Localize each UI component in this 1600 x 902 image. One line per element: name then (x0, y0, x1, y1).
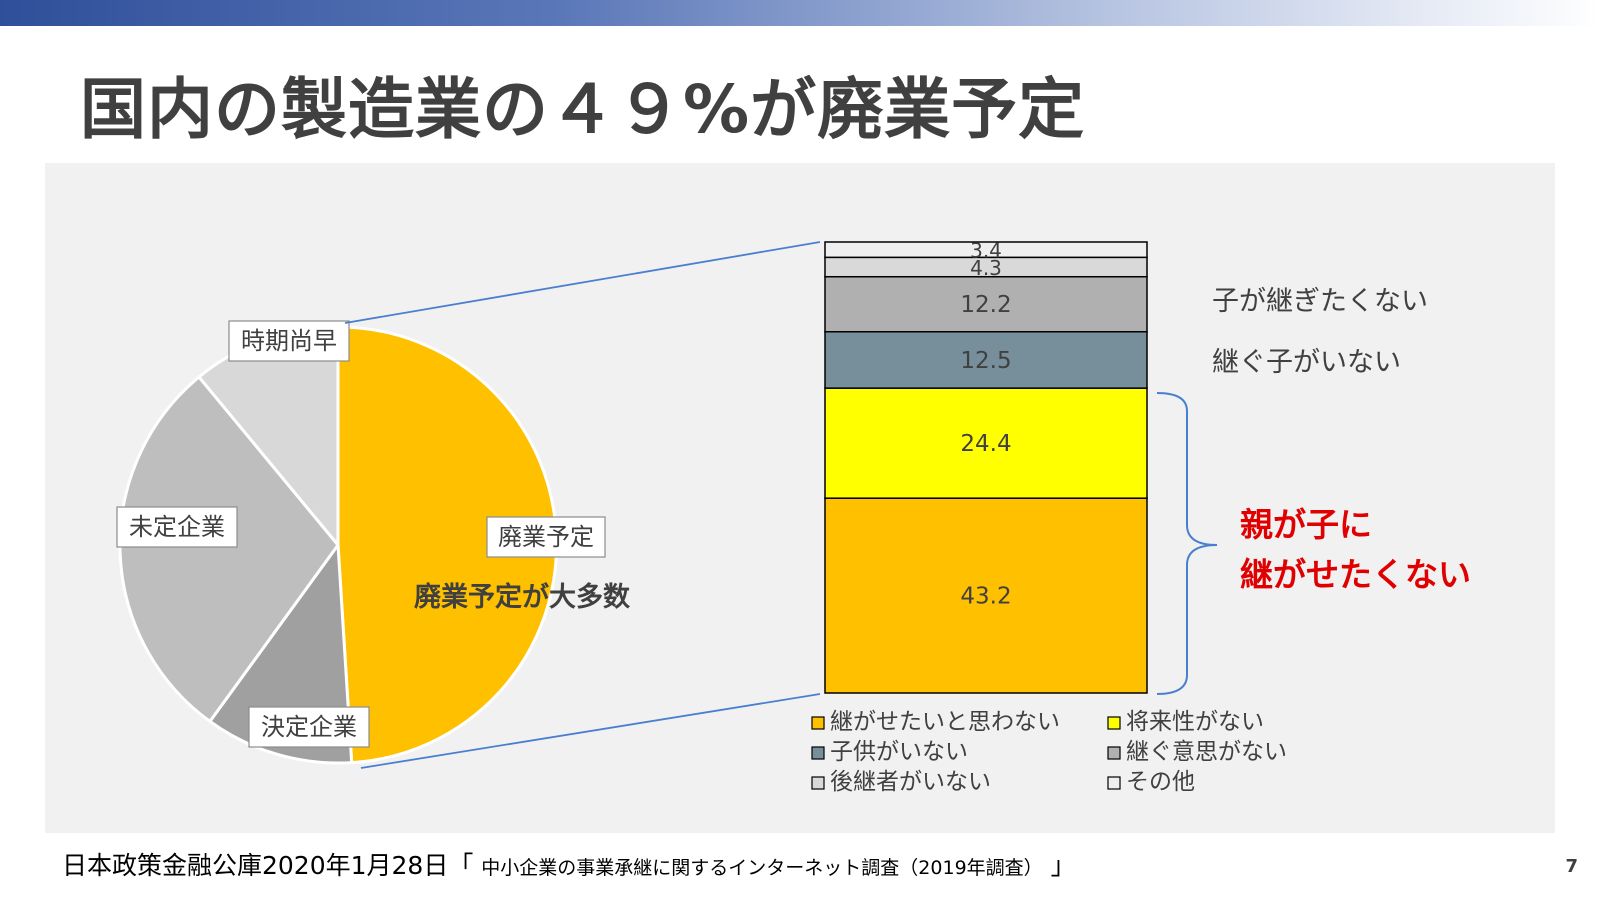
bar-segment-sonota (824, 241, 1148, 259)
connector-line-top (344, 241, 821, 324)
side-label-no-successor-child: 継ぐ子がいない (1212, 347, 1401, 378)
source-close-bracket: 」 (1050, 851, 1076, 880)
legend-swatch-kodomo-ga-inai (811, 746, 825, 760)
page-title: 国内の製造業の４９%が廃業予定 (80, 71, 1086, 148)
legend-label-koukeisha-ga-inai: 後継者がいない (830, 769, 991, 795)
pie-label-box-haigyo-yotei (486, 516, 606, 558)
legend-swatch-shoraisei-ga-nai (1107, 716, 1121, 730)
brace-label-line1: 親が子に (1240, 505, 1372, 544)
source-publisher: 日本政策金融公庫2020年1月28日「 (62, 851, 474, 880)
pie-label-jiki-shoso: 時期尚早 (241, 327, 337, 355)
chart-panel: 廃業予定決定企業 未定企業 時期尚早廃業予定が大多数 43.2 24.4 12.5 12.2… (45, 163, 1555, 833)
pie-label-haigyo-yotei: 廃業予定 (498, 523, 594, 551)
pie-label-kettei-kigyo: 決定企業 (261, 713, 357, 741)
bar-value-kodomo-ga-inai: 12.5 (960, 348, 1011, 374)
legend-swatch-tsugasetai-to-omowanai (811, 716, 825, 730)
pie-label-box-jiki-shoso (228, 320, 350, 362)
bar-segment-kodomo-ga-inai (824, 330, 1148, 389)
legend-label-shoraisei-ga-nai: 将来性がない (1126, 709, 1264, 735)
brace-bracket (1156, 392, 1218, 695)
legend-label-tsugu-ishi-ga-nai: 継ぐ意思がない (1126, 739, 1287, 765)
pie-label-mitei-kigyo: 未定企業 (129, 513, 225, 541)
source-survey-title: 中小企業の事業承継に関するインターネット調査（2019年調査） (481, 857, 1043, 879)
bar-segment-tsugu-ishi-ga-nai (824, 275, 1148, 333)
bar-value-koukeisha-ga-inai: 4.3 (970, 256, 1002, 280)
legend-swatch-koukeisha-ga-inai (811, 776, 825, 790)
bar-value-shoraisei-ga-nai: 24.4 (960, 431, 1011, 457)
bar-segment-shoraisei-ga-nai (824, 387, 1148, 499)
side-label-kids-unwilling: 子が継ぎたくない (1212, 286, 1428, 317)
pie-annotation: 廃業予定が大多数 (414, 581, 631, 613)
bar-value-sonota: 3.4 (970, 239, 1002, 263)
source-citation: 日本政策金融公庫2020年1月28日「 中小企業の事業承継に関するインターネット… (62, 846, 1076, 882)
pie-slice-mitei-kigyo (118, 374, 340, 724)
legend-swatch-tsugu-ishi-ga-nai (1107, 746, 1121, 760)
connector-line-bottom (360, 693, 821, 769)
bar-value-tsugu-ishi-ga-nai: 12.2 (960, 292, 1011, 318)
brace-label-line2: 継がせたくない (1240, 555, 1471, 594)
legend-label-tsugasetai-to-omowanai: 継がせたいと思わない (830, 709, 1060, 735)
top-gradient-bar (0, 0, 1600, 26)
legend-label-kodomo-ga-inai: 子供がいない (830, 739, 968, 765)
legend-swatch-sonota (1107, 776, 1121, 790)
legend-label-sonota: その他 (1126, 769, 1195, 795)
pie-label-box-mitei-kigyo (116, 506, 238, 548)
bar-value-tsugasetai-to-omowanai: 43.2 (960, 584, 1011, 610)
pie-label-box-kettei-kigyo (248, 706, 370, 748)
page-number: 7 (1565, 856, 1578, 877)
